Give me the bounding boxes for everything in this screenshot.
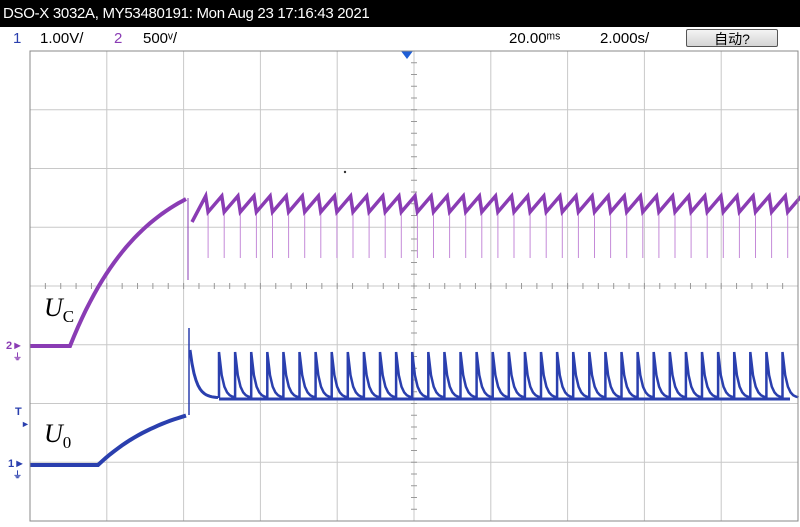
uc-waveform-label: UC [44,293,75,327]
ch2-sawtooth [190,190,800,223]
channel-2-number[interactable]: 2 [114,30,123,47]
stray-dot [343,170,347,174]
status-bar: 1 1.00V/ 2 500ᵛ/ 20.00ᵐˢ 2.000s/ 自动? [0,27,800,50]
title-text: DSO-X 3032A, MY53480191: Mon Aug 23 17:1… [3,5,370,22]
ch2-ground-label: 2 [6,340,13,352]
ch2-ground-marker[interactable]: 2► [6,340,24,352]
ch1-ground-label: 1 [8,458,15,470]
scope-screen [29,50,800,522]
ch1-pulse-train [217,351,799,399]
channel-2-scale[interactable]: 500ᵛ/ [143,30,178,47]
ch2-charge-curve [30,197,187,348]
trigger-arrow-icon: ► [21,419,30,429]
u0-waveform-label: U0 [44,419,72,453]
ch1-ramp-curve [30,413,187,467]
screen-border [29,50,799,522]
channel-1-number[interactable]: 1 [13,30,22,47]
ch1-ground-icon: ⏚ [13,470,23,480]
trigger-level-marker[interactable]: T [15,407,22,418]
ch1-ground-marker[interactable]: 1► [8,458,26,470]
channel-1-trace [30,328,799,467]
time-scale-readout[interactable]: 2.000s/ [600,30,650,47]
ch1-decay [188,349,219,399]
ch2-ground-icon: ⏚ [13,352,23,362]
channel-1-scale[interactable]: 1.00V/ [40,30,84,47]
time-delay-readout[interactable]: 20.00ᵐˢ [509,30,561,47]
auto-button[interactable]: 自动? [686,29,778,47]
trigger-level-label: T [15,406,22,418]
title-bar: DSO-X 3032A, MY53480191: Mon Aug 23 17:1… [0,0,800,27]
channel-2-trace [30,190,800,348]
trigger-position-icon[interactable] [401,51,413,59]
